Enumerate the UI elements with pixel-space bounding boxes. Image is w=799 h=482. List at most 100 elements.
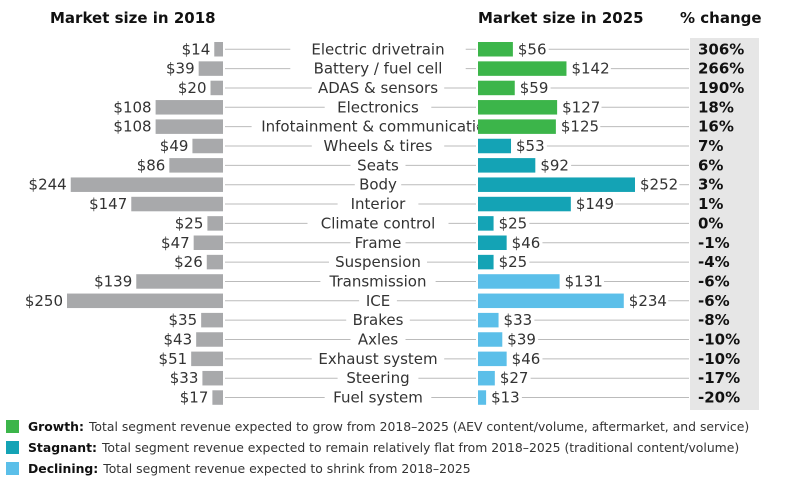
value-2018-frame: $47	[161, 234, 190, 252]
value-2025-exhaust-system: $46	[512, 350, 541, 368]
pct-change-fuel-system: -20%	[698, 389, 740, 407]
bar-2025-wheels-tires	[478, 138, 512, 154]
pct-change-ice: -6%	[698, 292, 730, 310]
pct-change-seats: 6%	[698, 156, 723, 174]
bar-2018-brakes	[201, 312, 223, 328]
value-2025-fuel-system: $13	[491, 389, 520, 407]
legend-text-growth: Total segment revenue expected to grow f…	[88, 418, 750, 434]
bar-2018-body	[70, 177, 223, 192]
category-label-ice: ICE	[366, 292, 390, 310]
value-2018-steering: $33	[170, 369, 199, 387]
category-label-electronics: Electronics	[337, 98, 419, 116]
value-2025-ice: $234	[629, 292, 667, 310]
legend-swatch-stagnant	[6, 440, 19, 454]
value-2018-interior: $147	[89, 195, 127, 213]
value-2025-electronics: $127	[562, 98, 600, 116]
legend-text-declining: Total segment revenue expected to shrink…	[103, 460, 471, 476]
pct-change-adas-sensors: 190%	[698, 79, 744, 97]
bar-2025-adas-sensors	[478, 80, 515, 96]
value-2018-electric-drivetrain: $14	[182, 40, 211, 58]
bar-2025-frame	[478, 235, 507, 250]
category-label-battery-fuel-cell: Battery / fuel cell	[314, 60, 443, 78]
bar-2025-steering	[478, 370, 495, 386]
bar-2018-battery-fuel-cell	[198, 61, 223, 76]
category-label-transmission: Transmission	[329, 272, 427, 290]
legend-swatch-growth	[6, 419, 19, 433]
value-2018-battery-fuel-cell: $39	[166, 60, 195, 78]
value-2025-climate-control: $25	[499, 214, 528, 232]
category-label-brakes: Brakes	[353, 311, 404, 329]
value-2025-steering: $27	[500, 369, 529, 387]
value-2018-exhaust-system: $51	[159, 350, 188, 368]
category-label-interior: Interior	[351, 195, 407, 213]
pct-change-climate-control: 0%	[698, 214, 723, 232]
value-2018-wheels-tires: $49	[160, 137, 189, 155]
left-header: Market size in 2018	[50, 9, 216, 27]
pct-change-transmission: -6%	[698, 272, 730, 290]
category-label-steering: Steering	[346, 369, 409, 387]
bar-2025-battery-fuel-cell	[478, 61, 567, 76]
bar-2018-electronics	[155, 100, 223, 115]
bar-2025-seats	[478, 158, 536, 173]
category-label-adas-sensors: ADAS & sensors	[318, 79, 438, 97]
bar-2018-suspension	[206, 254, 223, 270]
chart-rows: $14 Electric drivetrain $56 306% $39 Battery …	[25, 40, 745, 406]
bar-2025-electric-drivetrain	[478, 42, 513, 57]
value-2018-infotainment-communication: $108	[113, 118, 151, 136]
category-label-exhaust-system: Exhaust system	[318, 350, 437, 368]
value-2025-interior: $149	[576, 195, 614, 213]
pct-change-exhaust-system: -10%	[698, 350, 740, 368]
value-2018-brakes: $35	[169, 311, 198, 329]
pct-change-steering: -17%	[698, 369, 740, 387]
change-column-background	[690, 38, 759, 410]
right-header: Market size in 2025	[478, 9, 644, 27]
value-2018-ice: $250	[25, 292, 63, 310]
legend-item-stagnant: Stagnant: Total segment revenue expected …	[6, 438, 796, 456]
legend-item-declining: Declining: Total segment revenue expected…	[6, 459, 796, 477]
bar-2025-brakes	[478, 312, 499, 328]
category-label-axles: Axles	[358, 331, 399, 349]
value-2018-seats: $86	[137, 156, 166, 174]
bar-2025-body	[478, 177, 635, 192]
legend-label-stagnant: Stagnant:	[28, 439, 97, 455]
value-2025-body: $252	[640, 176, 678, 194]
bar-2018-infotainment-communication	[155, 119, 223, 134]
category-label-climate-control: Climate control	[321, 214, 436, 232]
bar-2018-ice	[67, 293, 223, 309]
bar-2025-ice	[478, 293, 624, 309]
category-label-electric-drivetrain: Electric drivetrain	[311, 40, 444, 58]
bar-2018-axles	[196, 332, 223, 347]
pct-change-axles: -10%	[698, 331, 740, 349]
bar-2018-fuel-system	[212, 390, 223, 405]
bar-2018-frame	[193, 235, 223, 250]
bar-2025-infotainment-communication	[478, 119, 556, 134]
value-2025-frame: $46	[512, 234, 541, 252]
pct-change-battery-fuel-cell: 266%	[698, 60, 744, 78]
bar-2018-seats	[169, 158, 223, 173]
category-label-wheels-tires: Wheels & tires	[324, 137, 433, 155]
bar-2018-climate-control	[207, 216, 223, 231]
bar-2025-interior	[478, 196, 571, 212]
value-2025-seats: $92	[540, 156, 569, 174]
pct-change-body: 3%	[698, 176, 723, 194]
legend-text-stagnant: Total segment revenue expected to remain…	[101, 439, 740, 455]
pct-change-electric-drivetrain: 306%	[698, 40, 744, 58]
pct-change-infotainment-communication: 16%	[698, 118, 734, 136]
value-2025-wheels-tires: $53	[516, 137, 545, 155]
value-2025-adas-sensors: $59	[520, 79, 549, 97]
value-2025-axles: $39	[507, 331, 536, 349]
chart: Market size in 2018 Market size in 2025 …	[25, 9, 762, 410]
bar-2025-climate-control	[478, 216, 494, 231]
bar-2018-wheels-tires	[192, 138, 223, 154]
bar-2025-axles	[478, 332, 503, 347]
bar-2018-electric-drivetrain	[214, 42, 223, 57]
bar-2018-adas-sensors	[210, 80, 223, 96]
category-label-frame: Frame	[355, 234, 402, 252]
legend-item-growth: Growth: Total segment revenue expected to…	[6, 417, 796, 435]
value-2025-electric-drivetrain: $56	[518, 40, 547, 58]
value-2018-fuel-system: $17	[180, 389, 209, 407]
bar-2025-fuel-system	[478, 390, 487, 405]
pct-change-electronics: 18%	[698, 98, 734, 116]
value-2018-axles: $43	[164, 331, 193, 349]
value-2025-transmission: $131	[565, 272, 603, 290]
